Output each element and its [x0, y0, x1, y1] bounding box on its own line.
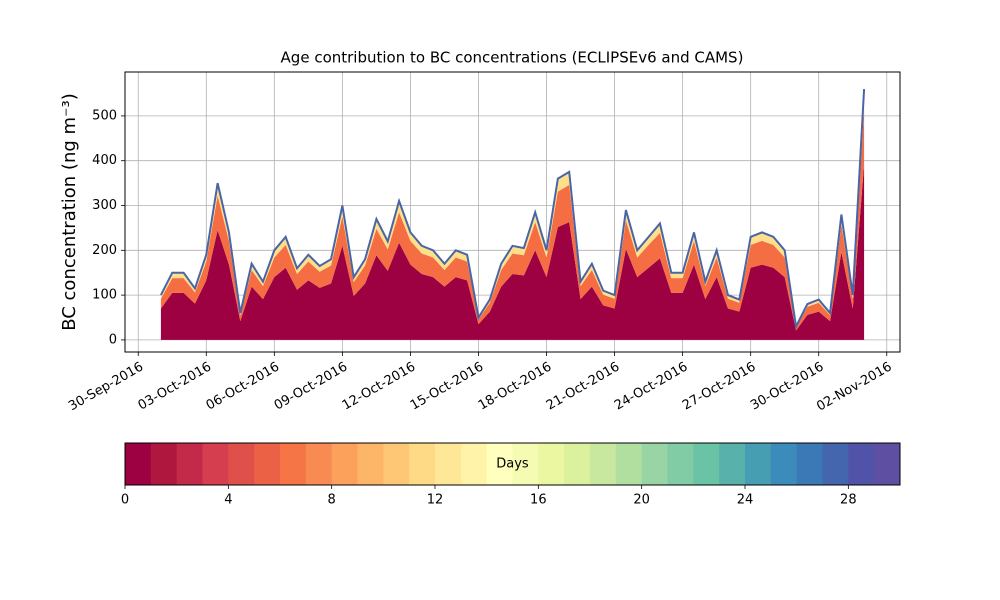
colorbar-cell [254, 443, 281, 485]
colorbar-tick-label: 28 [840, 493, 857, 508]
colorbar-tick-label: 4 [224, 493, 232, 508]
colorbar-cell [435, 443, 462, 485]
colorbar-cell [460, 443, 488, 485]
colorbar-tick-label: 8 [328, 493, 336, 508]
colorbar-cell [331, 443, 358, 485]
y-tick-label: 200 [92, 243, 117, 258]
colorbar-cell [409, 443, 436, 485]
colorbar-tick-label: 12 [427, 493, 444, 508]
colorbar-cell [848, 443, 875, 485]
colorbar-cell [228, 443, 255, 485]
colorbar-cell [667, 443, 694, 485]
colorbar-tick-label: 24 [737, 493, 754, 508]
colorbar-cell [176, 443, 203, 485]
colorbar-cell [150, 443, 178, 485]
chart-title: Age contribution to BC concentrations (E… [281, 49, 744, 67]
x-tick-label: 03-Oct-2016 [136, 360, 214, 414]
y-tick-label: 400 [92, 153, 117, 168]
y-tick-label: 300 [92, 198, 117, 213]
colorbar-cell [796, 443, 823, 485]
y-tick-label: 500 [92, 108, 117, 123]
area-layer [160, 109, 865, 331]
colorbar-frame [124, 442, 901, 486]
colorbar-cell [305, 443, 333, 485]
colorbar-cell [538, 443, 565, 485]
x-tick-label: 06-Oct-2016 [204, 360, 282, 414]
colorbar-cell [641, 443, 668, 485]
y-tick-label: 100 [92, 288, 117, 303]
colorbar-cell [486, 443, 513, 485]
colorbar-cell [874, 443, 901, 485]
x-tick-label: 09-Oct-2016 [272, 360, 350, 414]
colorbar-cell [693, 443, 720, 485]
colorbar-cell [745, 443, 772, 485]
area-layer [160, 164, 865, 340]
colorbar-cell [357, 443, 384, 485]
colorbar-cell [770, 443, 798, 485]
x-tick-label: 24-Oct-2016 [612, 360, 690, 414]
x-tick-label: 15-Oct-2016 [408, 360, 486, 414]
x-tick-label: 30-Oct-2016 [748, 360, 826, 414]
colorbar-cell [564, 443, 591, 485]
y-axis-label: BC concentration (ng m⁻³) [59, 93, 80, 331]
colorbar-tick-label: 0 [121, 493, 129, 508]
plot-frame [124, 71, 901, 353]
colorbar-cell [615, 443, 643, 485]
x-tick-label: 27-Oct-2016 [680, 360, 758, 414]
colorbar-cell [202, 443, 229, 485]
colorbar-cell [280, 443, 307, 485]
colorbar-cell [590, 443, 617, 485]
x-tick-label: 12-Oct-2016 [340, 360, 418, 414]
colorbar-tick-label: 16 [530, 493, 547, 508]
colorbar-cell [719, 443, 746, 485]
colorbar-cell [125, 443, 152, 485]
colorbar-cell [383, 443, 410, 485]
top-edge [160, 88, 866, 330]
x-tick-label: 30-Sep-2016 [66, 360, 146, 415]
y-tick-label: 0 [109, 332, 117, 347]
colorbar-cell [512, 443, 539, 485]
colorbar-cell [822, 443, 849, 485]
colorbar-label: Days [496, 457, 529, 472]
x-tick-label: 21-Oct-2016 [544, 360, 622, 414]
x-tick-label: 02-Nov-2016 [814, 360, 894, 415]
x-tick-label: 18-Oct-2016 [476, 360, 554, 414]
colorbar-tick-label: 20 [633, 493, 650, 508]
